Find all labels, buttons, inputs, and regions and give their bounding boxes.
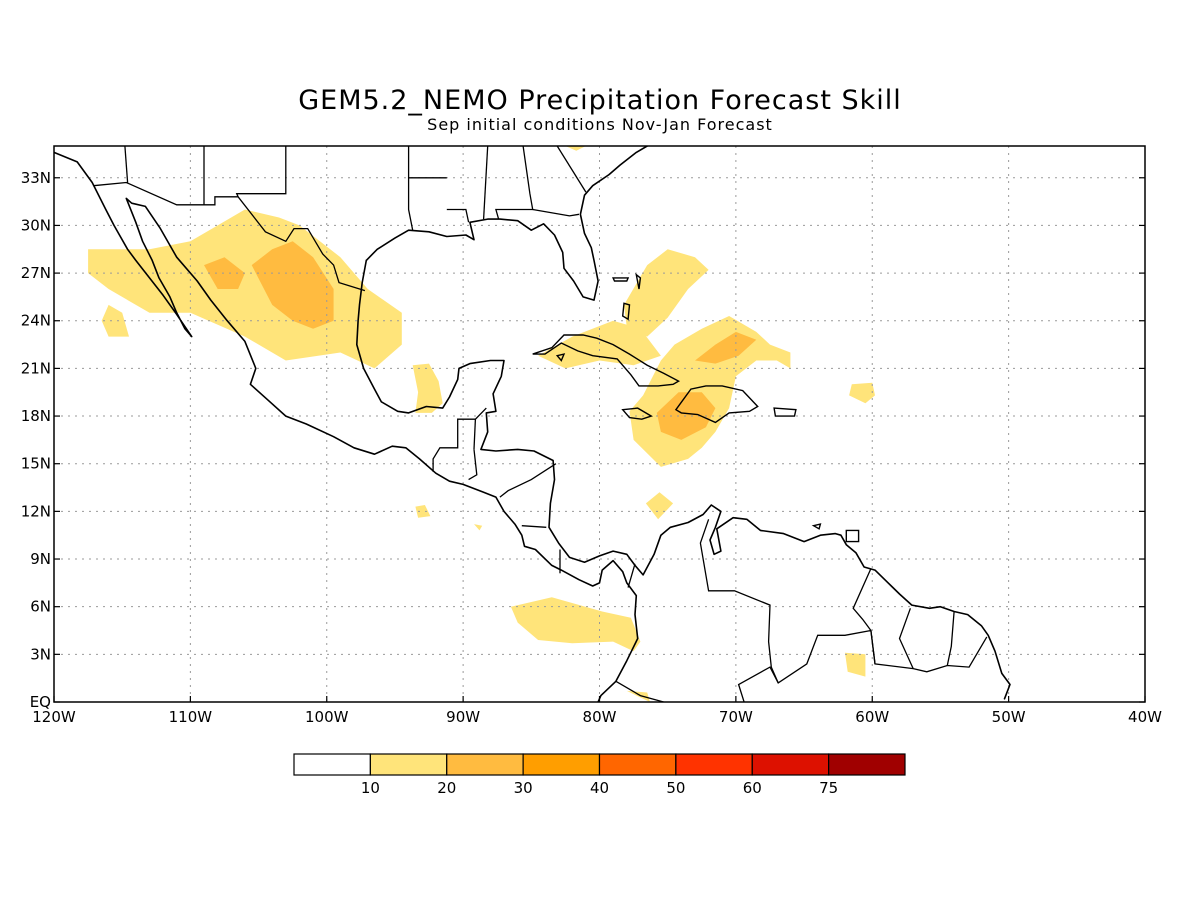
lat-tick-label: 27N [21,264,51,282]
island-abaco [635,273,642,290]
lon-tick-label: 60W [855,708,889,726]
axis-ticks: 120W 110W 100W 90W 80W 70W 60W 50W 40W EQ 3N 6N 9N 12… [21,169,1162,726]
skill-shading-layer [88,146,875,702]
lon-tick-label: 50W [992,708,1026,726]
colorbar-swatch [369,753,448,776]
skill-region-w-mexico-core [204,257,245,289]
gridlines [54,146,1145,702]
title-block: GEM5.2_NEMO Precipitation Forecast Skill… [0,84,1200,134]
skill-region-nw-mexico-baja [88,209,402,369]
colorbar-swatch [751,753,830,776]
border-colombia-ecuador [615,680,664,702]
colorbar-label: 20 [437,779,456,797]
border-us-states-6 [446,208,470,223]
lon-tick-label: 40W [1128,708,1162,726]
border-nicaragua-costarica [521,525,547,528]
chart-title: GEM5.2_NEMO Precipitation Forecast Skill [298,85,902,116]
lat-tick-label: 15N [21,455,51,473]
skill-region-hispaniola-atlantic [629,316,791,467]
border-suriname-fguiana [946,611,955,666]
lat-tick-label: 12N [21,502,51,520]
island-andros [621,302,631,321]
lat-tick-label: 21N [21,359,51,377]
coastline-pacific-coast-americas [54,151,639,702]
colorbar-label: 40 [590,779,609,797]
colorbar-swatch [598,753,677,776]
lon-tick-label: 70W [719,708,753,726]
border-belize-guatemala [473,419,477,450]
skill-region-georgia-edge [565,146,586,151]
colorbar-swatch [446,753,524,776]
lon-tick-label: 120W [32,708,76,726]
border-panama-colombia [627,563,636,588]
skill-region-guiana-patch [845,652,866,677]
lat-tick-label: 9N [30,550,51,568]
border-us-states-4 [407,146,414,231]
border-us-states-3 [235,146,287,198]
lat-tick-label: 24N [21,312,51,330]
coastline-gulf-caribbean-coast [355,259,1011,700]
lat-tick-label: EQ [30,693,51,711]
colorbar: 10 20 30 40 50 60 75 [293,753,906,797]
border-colombia-venezuela [699,519,779,684]
skill-region-baja-patch [101,304,129,337]
skill-region-bahamas [624,249,709,337]
border-us-states-10 [556,146,587,193]
skill-region-atlantic-core [695,331,757,364]
skill-region-pacific-small-1 [415,505,431,518]
skill-region-hispaniola-core [656,392,716,440]
coastlines-and-borders [54,146,1011,702]
colorbar-swatch [828,753,906,776]
border-venezuela-guyana [852,568,876,664]
colorbar-label: 30 [514,779,533,797]
border-us-mexico [93,181,366,292]
island-trinidad [845,529,860,543]
lon-tick-label: 100W [305,708,349,726]
coastline-gulf-north-coast [365,146,649,301]
skill-region-yucatan-gulf [412,363,443,413]
skill-region-n-mexico-core [251,241,334,329]
border-guatemala-honduras [468,449,478,481]
lat-tick-label: 18N [21,407,51,425]
colorbar-label: 60 [743,779,762,797]
island-cuba [532,334,681,387]
colorbar-swatch [675,753,753,776]
island-hispaniola [674,385,759,424]
lat-tick-label: 30N [21,216,51,234]
island-jamaica [621,407,653,420]
lon-tick-label: 90W [446,708,480,726]
border-us-states-9 [532,208,580,217]
colorbar-label: 10 [361,779,380,797]
colorbar-swatch [522,753,601,776]
border-us-states-1 [124,146,129,183]
border-us-states-8 [495,146,534,220]
colorbar-label: 50 [666,779,685,797]
island-isla-margarita [811,523,822,530]
border-guatemala-mexico [432,407,487,472]
skill-region-panama-pacific [510,597,641,652]
border-brazil-north [737,629,988,702]
skill-region-cuba-north [538,320,661,369]
lat-tick-label: 3N [30,645,51,663]
border-us-states-7 [482,146,489,220]
colorbar-swatch [293,753,371,776]
skill-region-colombia-coast [626,690,650,702]
border-guyana-suriname [898,608,914,669]
border-honduras-nicaragua [499,463,557,498]
skill-region-caribbean-patch [645,492,674,520]
colorbar-label: 75 [819,779,838,797]
island-grand-bahama [612,277,630,282]
lat-tick-label: 6N [30,598,51,616]
skill-region-pacific-small-2 [474,524,483,531]
island-puerto-rico [773,407,797,417]
lon-tick-label: 110W [169,708,213,726]
island-isla-juventud [555,353,566,362]
lat-tick-label: 33N [21,169,51,187]
chart-subtitle: Sep initial conditions Nov-Jan Forecast [427,115,773,134]
lon-tick-label: 80W [583,708,617,726]
skill-region-lesser-antilles-east [849,382,875,404]
